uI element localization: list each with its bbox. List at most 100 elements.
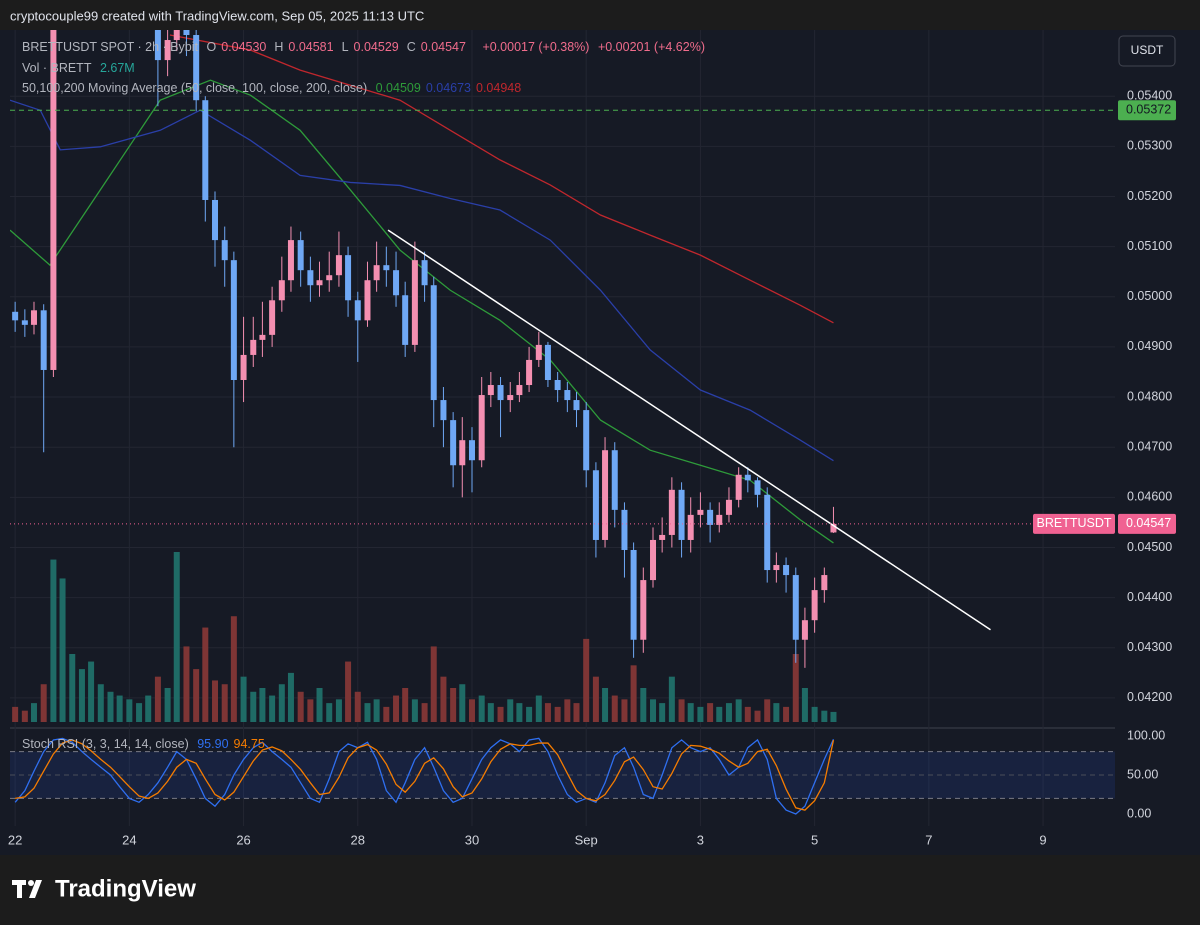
candle-body — [393, 270, 400, 296]
ohlc-label: O — [206, 40, 217, 54]
candle-body — [535, 344, 542, 360]
x-tick-label: 30 — [465, 832, 479, 847]
candle-body — [602, 450, 609, 540]
volume-bar — [59, 578, 66, 722]
ma-value: 0.04673 — [425, 81, 471, 95]
volume-bar — [354, 691, 361, 722]
candle-body — [30, 310, 37, 325]
volume-bar — [830, 711, 837, 722]
legend-line: Vol · BRETT 2.67M — [22, 61, 140, 75]
last-price-tag — [1118, 513, 1176, 534]
y-tick-label: 0.04200 — [1127, 690, 1172, 704]
volume-bar — [478, 695, 485, 722]
candle-body — [725, 499, 732, 515]
volume-bar — [411, 699, 418, 722]
volume-bar — [621, 699, 628, 722]
stoch-tick-label: 0.00 — [1127, 806, 1151, 820]
candle-body — [335, 255, 342, 276]
volume-bar — [335, 699, 342, 722]
volume-bar — [611, 695, 618, 722]
last-price-name-tag — [1033, 513, 1115, 534]
ohlc-value: 0.04547 — [420, 40, 466, 54]
legend-line: BRETTUSDT SPOT · 2h · Bybit O 0.04530 H 0.0… — [22, 40, 710, 54]
volume-bar — [725, 703, 732, 722]
last-price-name: BRETTUSDT — [1037, 516, 1112, 530]
candle-body — [773, 565, 780, 571]
volume-bar — [821, 710, 828, 722]
volume-bar — [792, 654, 799, 722]
volume-bar — [164, 688, 171, 722]
volume-bar — [678, 699, 685, 722]
currency-label: USDT — [1131, 43, 1164, 57]
y-tick-label: 0.04300 — [1127, 640, 1172, 654]
candle-body — [716, 514, 723, 525]
candle-body — [526, 359, 533, 386]
candle-body — [707, 509, 714, 525]
currency-button[interactable] — [1118, 35, 1176, 67]
candle-body — [50, 30, 57, 370]
volume-bar — [97, 684, 104, 722]
candle-body — [440, 400, 447, 421]
volume-bar — [88, 661, 95, 722]
volume-bar — [50, 559, 57, 722]
volume-bar — [183, 646, 190, 722]
candle-body — [307, 270, 314, 286]
candle-body — [421, 260, 428, 286]
volume-bar — [468, 699, 475, 722]
volume-bar — [12, 706, 19, 722]
volume-bar — [564, 699, 571, 722]
volume-bar — [107, 691, 114, 722]
volume-bar — [30, 703, 37, 722]
volume-bar — [173, 552, 180, 722]
volume-bar — [78, 669, 85, 722]
candle-body — [573, 400, 580, 411]
change-day: +0.00201 (+4.62%) — [597, 40, 705, 54]
candle-body — [821, 575, 828, 591]
volume-bar — [707, 703, 714, 722]
stoch-tick-label: 50.00 — [1127, 767, 1158, 781]
stoch-d-value: 94.75 — [233, 737, 265, 751]
volume-bar — [450, 688, 457, 722]
volume-bar — [801, 688, 808, 722]
volume-title: Vol · BRETT — [22, 61, 92, 75]
candle-body — [640, 580, 647, 640]
volume-bar — [650, 699, 657, 722]
candle-body — [230, 260, 237, 381]
volume-bar — [573, 703, 580, 722]
level-label: 0.05372 — [1126, 103, 1171, 117]
candle-body — [154, 30, 161, 61]
volume-value: 2.67M — [99, 61, 135, 75]
ohlc-label: H — [274, 40, 284, 54]
candle-body — [430, 285, 437, 401]
candle-body — [240, 354, 247, 381]
candle-body — [792, 575, 799, 640]
volume-bar — [697, 706, 704, 722]
ohlc-label: L — [341, 40, 349, 54]
x-tick-label: 28 — [351, 832, 365, 847]
x-tick-label: 22 — [8, 832, 22, 847]
volume-bar — [393, 695, 400, 722]
moving-average — [169, 34, 834, 324]
volume-bar — [345, 661, 352, 722]
candle-body — [650, 539, 657, 581]
volume-bar — [535, 695, 542, 722]
last-price-label: 0.04547 — [1126, 516, 1171, 530]
candle-body — [621, 509, 628, 550]
volume-bar — [316, 688, 323, 722]
candle-body — [287, 240, 294, 281]
candle-body — [783, 565, 790, 576]
ohlc-value: 0.04581 — [288, 40, 334, 54]
y-tick-label: 0.04800 — [1127, 389, 1172, 403]
change: +0.00017 (+0.38%) — [482, 40, 590, 54]
volume-bar — [544, 703, 551, 722]
y-tick-label: 0.05000 — [1127, 289, 1172, 303]
volume-bar — [202, 627, 209, 722]
footer-logo: TradingView — [55, 875, 196, 902]
candle-body — [221, 240, 228, 261]
candle-body — [459, 440, 466, 466]
volume-bar — [783, 706, 790, 722]
candle-body — [507, 395, 514, 401]
candle-body — [250, 339, 257, 355]
volume-bar — [554, 706, 561, 722]
